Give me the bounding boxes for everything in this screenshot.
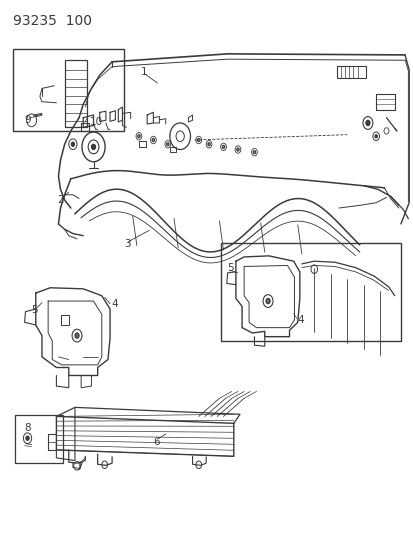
Circle shape bbox=[197, 139, 199, 142]
Text: 2: 2 bbox=[57, 195, 64, 205]
Circle shape bbox=[71, 142, 74, 147]
Circle shape bbox=[236, 148, 239, 151]
Bar bbox=[15, 415, 62, 463]
Bar bbox=[169, 147, 175, 152]
Text: 5: 5 bbox=[31, 305, 38, 315]
Circle shape bbox=[138, 135, 140, 138]
Text: 4: 4 bbox=[111, 298, 118, 309]
Circle shape bbox=[91, 144, 95, 150]
Text: 9: 9 bbox=[24, 115, 31, 125]
Text: 8: 8 bbox=[24, 423, 31, 433]
Circle shape bbox=[166, 143, 169, 146]
Bar bbox=[336, 66, 365, 78]
Text: 6: 6 bbox=[153, 437, 159, 447]
Circle shape bbox=[374, 135, 377, 138]
Text: 7: 7 bbox=[76, 463, 83, 472]
Circle shape bbox=[365, 120, 369, 126]
Text: 1: 1 bbox=[141, 68, 147, 77]
Bar bbox=[13, 49, 124, 131]
Circle shape bbox=[26, 436, 29, 440]
Text: 5: 5 bbox=[226, 263, 233, 273]
Circle shape bbox=[266, 298, 269, 304]
Circle shape bbox=[222, 146, 224, 149]
Text: 10: 10 bbox=[89, 117, 102, 127]
Bar bbox=[139, 141, 145, 148]
Bar bbox=[221, 243, 400, 341]
Circle shape bbox=[253, 151, 255, 154]
Bar bbox=[81, 123, 88, 131]
Circle shape bbox=[207, 143, 210, 146]
Text: 4: 4 bbox=[297, 314, 304, 325]
Circle shape bbox=[75, 333, 79, 338]
Bar bbox=[60, 316, 69, 325]
Text: 3: 3 bbox=[124, 239, 131, 248]
Text: 93235  100: 93235 100 bbox=[13, 14, 92, 28]
Bar bbox=[64, 60, 87, 127]
Circle shape bbox=[152, 139, 154, 142]
